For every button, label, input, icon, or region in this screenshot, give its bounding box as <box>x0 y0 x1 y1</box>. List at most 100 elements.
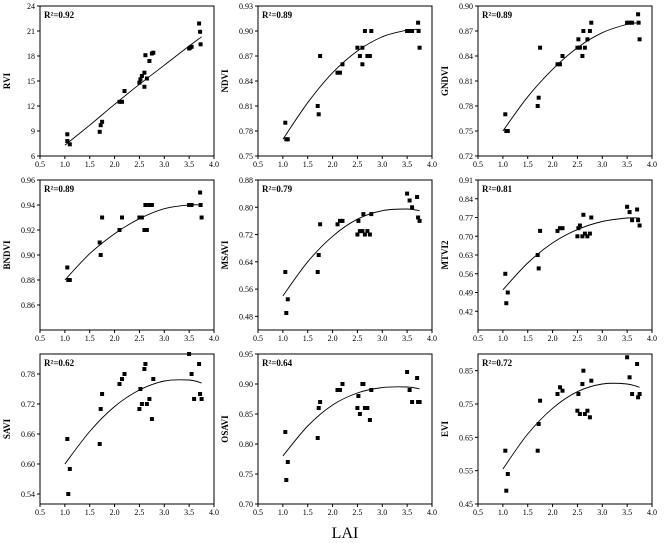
data-point <box>362 406 367 410</box>
data-point <box>192 397 197 401</box>
y-tick-label: 0.94 <box>21 201 35 210</box>
plot-frame <box>477 179 653 331</box>
y-tick-label: 0.86 <box>21 301 35 310</box>
data-point <box>340 382 345 386</box>
x-tick-label: 1.0 <box>278 160 288 169</box>
data-point <box>558 226 562 231</box>
data-point <box>189 44 194 49</box>
data-point <box>147 203 152 207</box>
data-point <box>137 407 142 411</box>
y-tick-label: 0.72 <box>459 152 473 161</box>
fit-curve <box>64 379 202 465</box>
x-tick-label: 2.5 <box>572 508 582 517</box>
data-point <box>120 99 124 104</box>
plot-frame <box>39 353 215 505</box>
y-tick-label: 0.65 <box>459 433 473 442</box>
y-tick-label: 0.80 <box>239 203 253 212</box>
x-tick-label: 1.5 <box>523 160 533 169</box>
plot-frame <box>39 179 215 331</box>
x-tick-label: 3.0 <box>597 334 607 343</box>
y-tick-label: 0.90 <box>239 27 253 36</box>
y-tick-label: 0.88 <box>239 176 253 185</box>
x-tick-label: 3.0 <box>159 160 169 169</box>
y-tick-label: 21 <box>27 27 35 36</box>
y-tick-label: 0.75 <box>459 400 473 409</box>
data-point <box>589 378 594 383</box>
data-point <box>65 265 70 270</box>
x-tick-label: 1.5 <box>523 508 533 517</box>
y-tick-label: 0.85 <box>239 410 253 419</box>
data-point <box>138 387 143 391</box>
y-axis-label: SAVI <box>2 418 12 439</box>
fit-curve <box>282 208 420 297</box>
data-point <box>369 212 374 217</box>
x-tick-label: 4.0 <box>647 508 657 517</box>
plot-frame <box>477 5 653 157</box>
x-tick-label: 4.0 <box>427 508 437 517</box>
data-point <box>575 408 580 413</box>
data-point <box>361 212 366 217</box>
y-axis-label: BNDVI <box>2 240 12 270</box>
data-point <box>365 54 370 58</box>
data-point <box>582 412 587 416</box>
data-point <box>142 84 147 89</box>
data-point <box>580 54 585 58</box>
data-point <box>504 488 509 493</box>
x-tick-label: 3.5 <box>402 508 412 517</box>
data-point <box>558 62 562 67</box>
r2-label: R²=0.89 <box>44 184 75 194</box>
data-point <box>100 119 105 124</box>
data-point <box>149 203 154 207</box>
data-point <box>98 407 103 411</box>
y-tick-label: 9 <box>31 127 35 136</box>
data-point <box>122 372 127 376</box>
r2-label: R²=0.81 <box>482 184 513 194</box>
data-point <box>283 120 288 125</box>
y-axis-label: GNDVI <box>440 66 450 96</box>
data-point <box>536 95 541 100</box>
x-tick-label: 2.5 <box>352 334 362 343</box>
y-tick-label: 0.84 <box>459 52 473 61</box>
data-point <box>630 218 635 223</box>
x-tick-label: 3.0 <box>597 160 607 169</box>
y-tick-label: 0.78 <box>459 102 473 111</box>
x-tick-label: 3.0 <box>377 160 387 169</box>
figure-xlabel: LAI <box>332 525 359 542</box>
panel-bndvi: 0.5 1.0 1.5 2.0 2.5 3.0 3.5 4.0 0.86 0.88 0.90 0.92… <box>2 176 219 343</box>
y-axis-label: RVI <box>2 72 12 89</box>
y-tick-label: 0.63 <box>459 251 473 260</box>
data-point <box>355 232 360 237</box>
data-point <box>503 112 508 117</box>
x-tick-label: 3.5 <box>402 334 412 343</box>
data-point <box>316 112 321 117</box>
data-point <box>197 21 202 26</box>
y-tick-label: 0.42 <box>459 307 473 316</box>
data-point <box>407 198 412 203</box>
data-point <box>585 37 590 42</box>
panel-ndvi: 0.5 1.0 1.5 2.0 2.5 3.0 3.5 4.0 0.75 0.78 0.81 0.84… <box>220 2 437 169</box>
data-point <box>198 190 203 195</box>
data-point <box>120 215 124 220</box>
x-tick-label: 3.5 <box>184 334 194 343</box>
panel-osavi: 0.5 1.0 1.5 2.0 2.5 3.0 3.5 4.0 0.70 0.75 0.80 0.85… <box>220 350 437 517</box>
data-point <box>97 442 102 446</box>
y-tick-label: 0.90 <box>21 251 35 260</box>
y-tick-label: 0.87 <box>459 27 473 36</box>
y-tick-label: 0.84 <box>239 77 253 86</box>
data-point <box>284 478 289 482</box>
y-tick-label: 0.75 <box>459 127 473 136</box>
fit-curve <box>64 204 202 281</box>
data-point <box>139 74 144 78</box>
data-point <box>197 362 202 366</box>
y-tick-label: 0.81 <box>459 77 473 86</box>
data-point <box>416 215 421 220</box>
data-point <box>577 412 582 416</box>
data-point <box>560 226 565 231</box>
fit-curve <box>282 28 420 140</box>
x-tick-label: 4.0 <box>209 160 219 169</box>
x-tick-label: 4.0 <box>427 160 437 169</box>
data-point <box>635 207 640 212</box>
data-point <box>315 104 320 108</box>
panels: 0.5 1.0 1.5 2.0 2.5 3.0 3.5 4.0 6 9 12 15 18 21 24 RVI R… <box>2 2 657 517</box>
y-tick-label: 0.90 <box>239 380 253 389</box>
